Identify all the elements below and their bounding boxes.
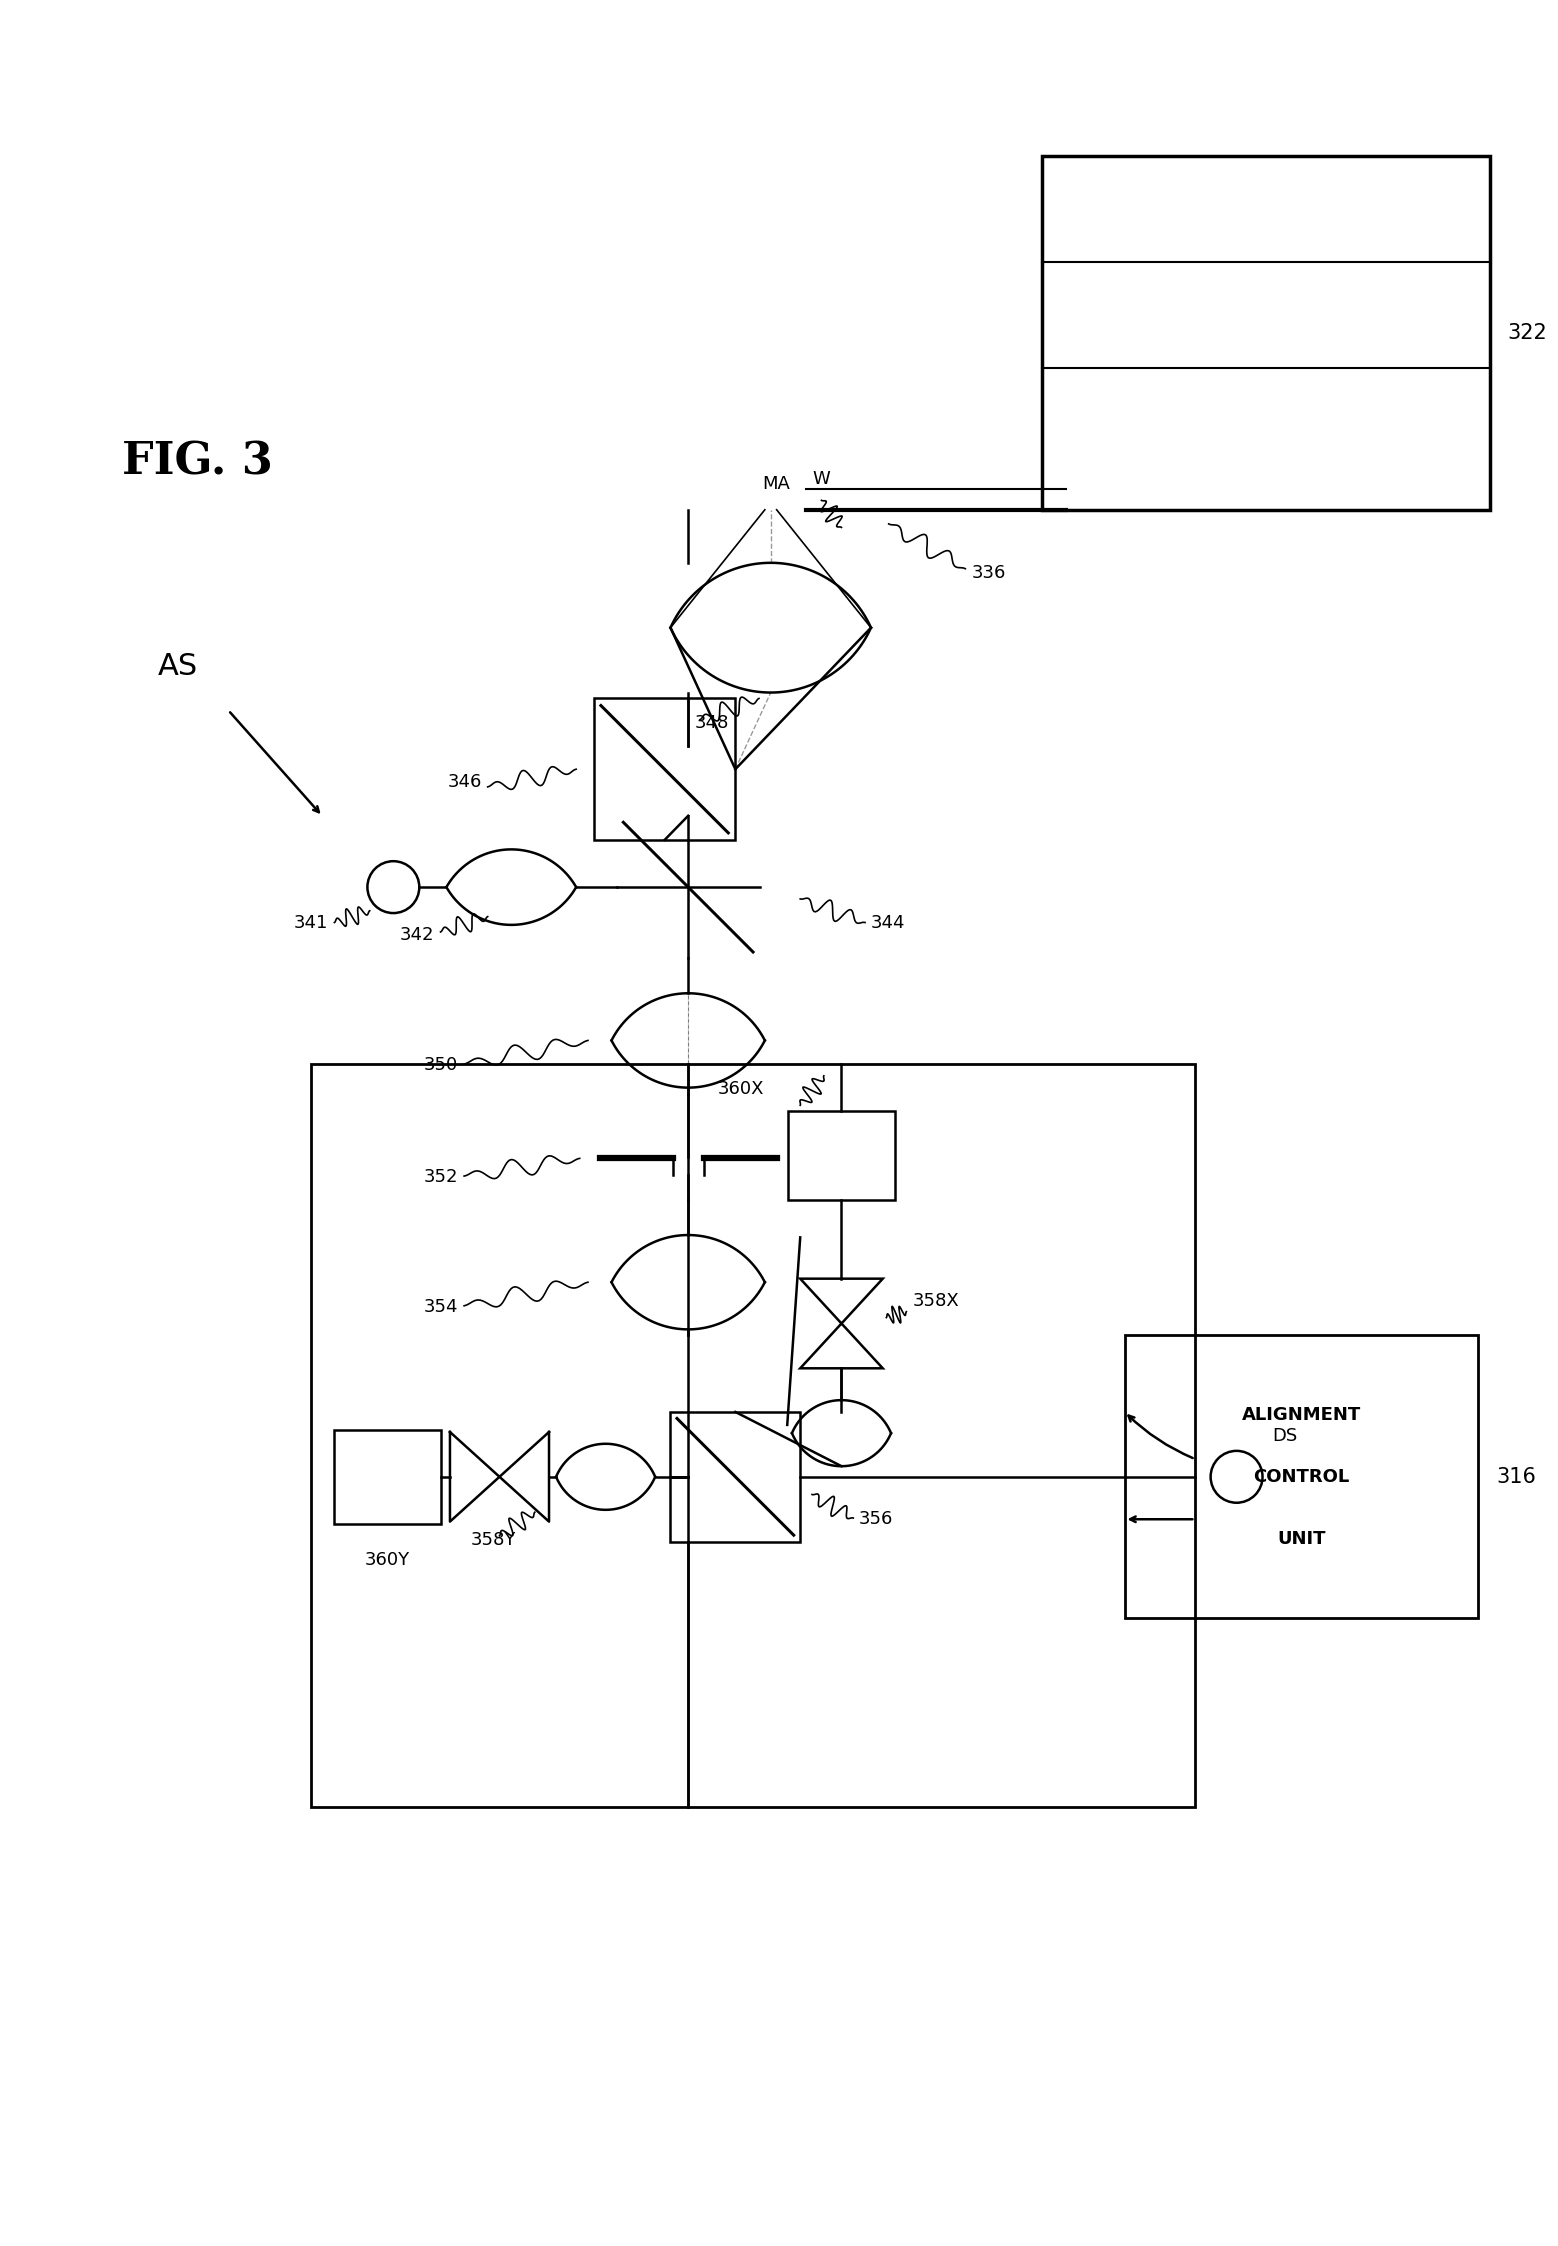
Text: 342: 342 — [400, 925, 435, 943]
Text: UNIT: UNIT — [1278, 1530, 1326, 1547]
Text: MA: MA — [763, 474, 790, 492]
Text: CONTROL: CONTROL — [1253, 1469, 1349, 1487]
Bar — [310, 1065, 1195, 1808]
Text: 356: 356 — [858, 1509, 894, 1527]
Text: 322: 322 — [1508, 323, 1547, 344]
Text: 360X: 360X — [718, 1080, 763, 1098]
Text: ALIGNMENT: ALIGNMENT — [1242, 1406, 1362, 1424]
Bar — [335, 1431, 441, 1525]
Bar — [594, 699, 735, 840]
Text: 352: 352 — [424, 1168, 458, 1186]
Text: W: W — [813, 469, 830, 487]
Text: 358Y: 358Y — [471, 1532, 516, 1550]
Bar — [1042, 155, 1489, 510]
Text: FIG. 3: FIG. 3 — [122, 440, 273, 483]
Text: 348: 348 — [695, 714, 729, 732]
Text: 336: 336 — [971, 564, 1005, 582]
Text: DS: DS — [1271, 1428, 1298, 1446]
Text: 341: 341 — [294, 914, 329, 932]
Bar — [1125, 1336, 1479, 1619]
Text: 360Y: 360Y — [365, 1552, 410, 1570]
Text: 316: 316 — [1496, 1467, 1536, 1487]
Bar — [670, 1413, 801, 1541]
Bar — [788, 1112, 894, 1199]
Text: 350: 350 — [424, 1056, 458, 1074]
Text: 346: 346 — [447, 773, 481, 791]
Text: 344: 344 — [871, 914, 905, 932]
Text: 354: 354 — [424, 1298, 458, 1316]
Text: AS: AS — [157, 651, 198, 681]
Text: 358X: 358X — [913, 1291, 960, 1309]
